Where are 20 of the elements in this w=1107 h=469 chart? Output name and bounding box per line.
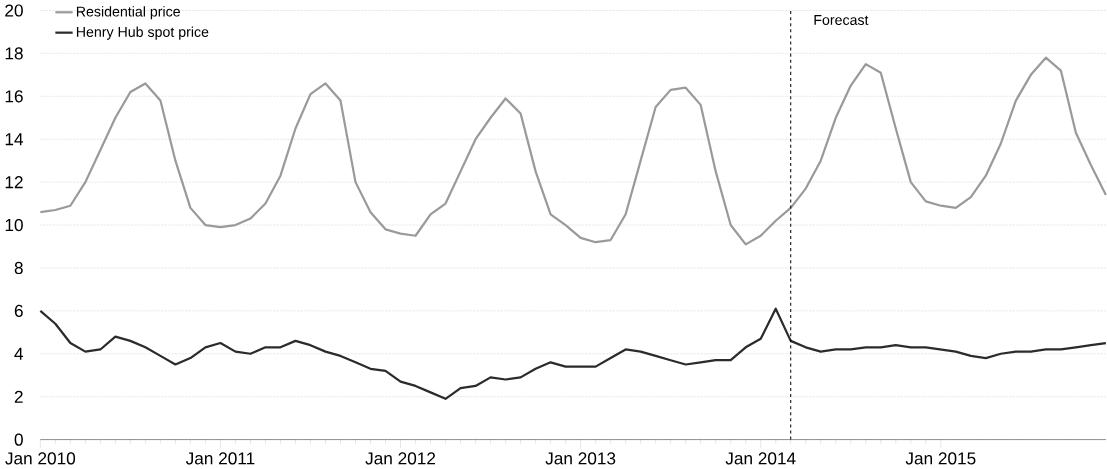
y-tick-label: 20: [5, 4, 23, 17]
y-tick-label: 16: [5, 90, 23, 103]
y-tick-label: 10: [5, 218, 23, 232]
legend-label: Residential price: [76, 6, 180, 20]
y-tick-label: 2: [14, 390, 23, 403]
x-tick-label: Jan 2010: [5, 452, 76, 465]
x-tick-label: Jan 2012: [365, 452, 436, 465]
y-tick-label: 18: [5, 47, 23, 60]
y-tick-label: 6: [14, 304, 23, 317]
y-tick-label: 0: [14, 433, 23, 446]
x-tick-label: Jan 2011: [185, 452, 255, 465]
y-tick-label: 4: [14, 347, 24, 360]
ref-line-label: Forecast: [814, 15, 869, 26]
x-tick-label: Jan 2013: [545, 452, 616, 465]
y-tick-label: 14: [5, 133, 24, 146]
y-tick-label: 8: [14, 261, 23, 275]
y-tick-label: 12: [5, 176, 23, 189]
legend-label: Henry Hub spot price: [76, 26, 209, 40]
x-tick-label: Jan 2014: [725, 452, 796, 465]
x-tick-label: Jan 2015: [905, 452, 976, 465]
